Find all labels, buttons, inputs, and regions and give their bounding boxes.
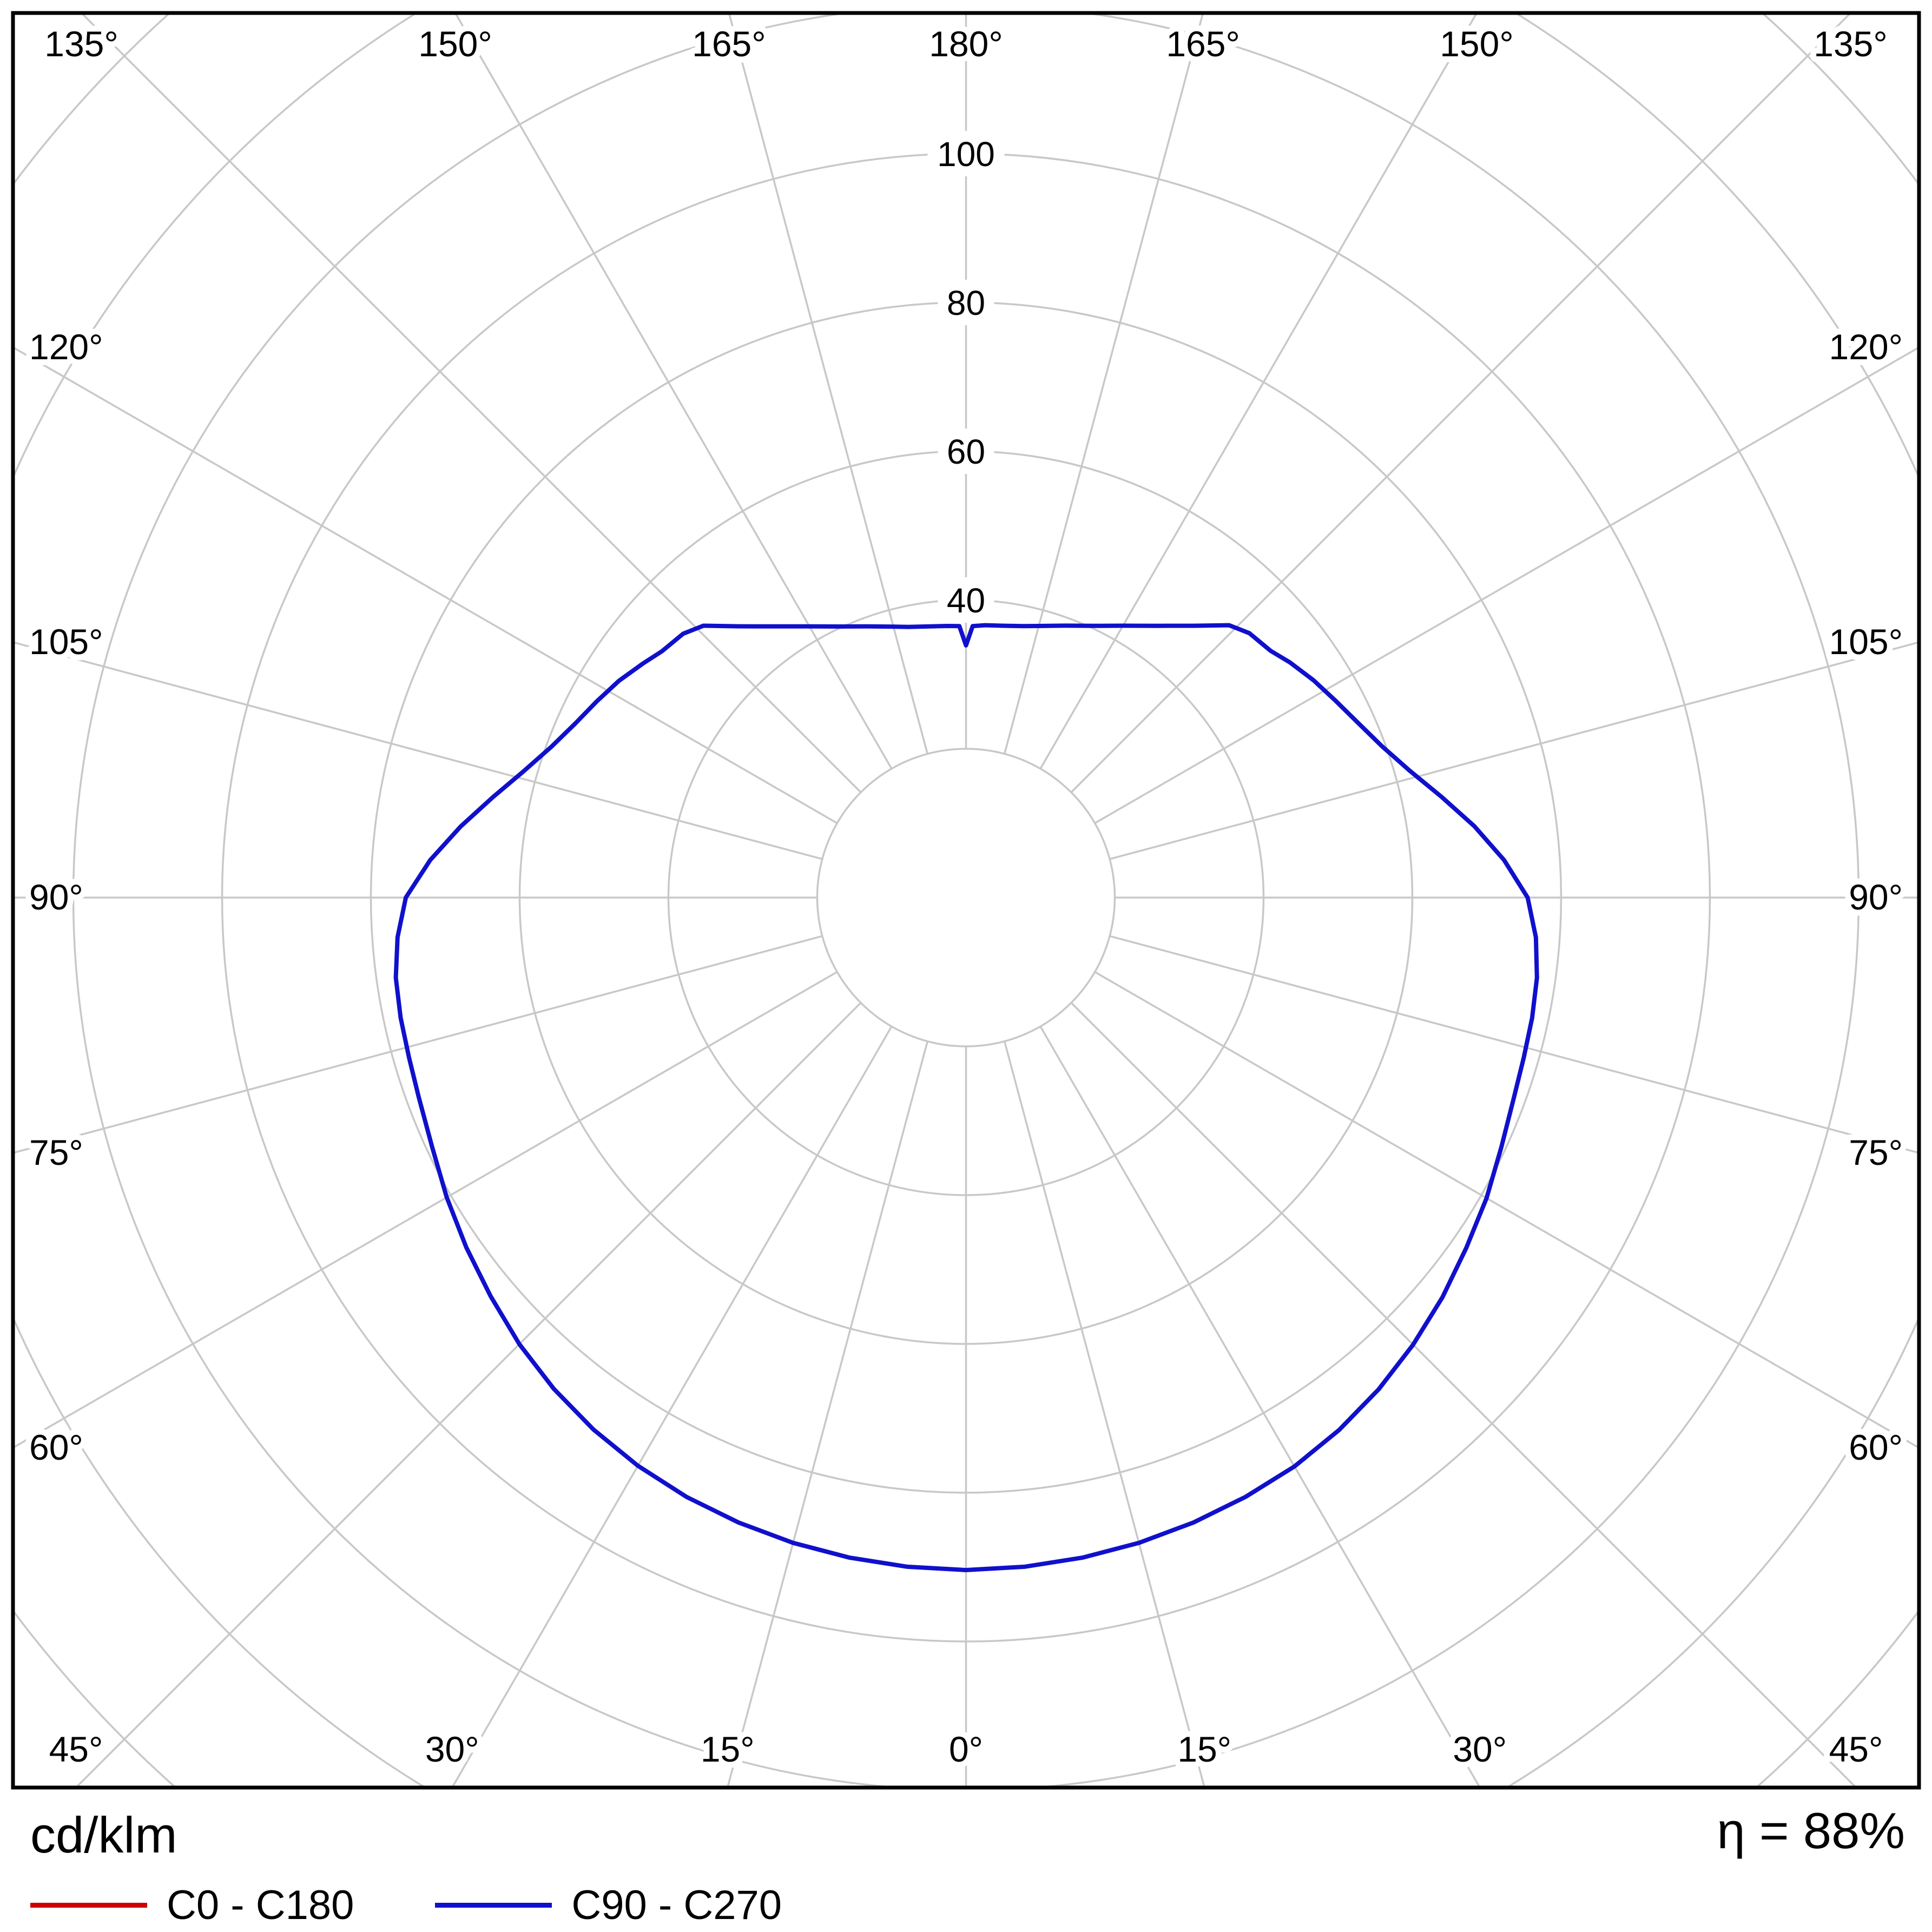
svg-text:150°: 150° bbox=[1440, 24, 1514, 64]
svg-text:60: 60 bbox=[947, 432, 985, 471]
efficiency-value: η = 88% bbox=[1717, 1802, 1905, 1859]
svg-text:120°: 120° bbox=[1829, 327, 1903, 367]
svg-text:120°: 120° bbox=[29, 327, 103, 367]
svg-text:45°: 45° bbox=[1829, 1729, 1883, 1769]
legend: C0 - C180 C90 - C270 bbox=[30, 1882, 782, 1929]
svg-text:60°: 60° bbox=[1849, 1427, 1903, 1467]
units-label: cd/klm bbox=[30, 1806, 177, 1863]
svg-text:15°: 15° bbox=[701, 1729, 755, 1769]
legend-swatch-c90-c270 bbox=[435, 1903, 552, 1908]
svg-text:60°: 60° bbox=[29, 1427, 83, 1467]
svg-text:180°: 180° bbox=[929, 24, 1003, 64]
legend-swatch-c0-c180 bbox=[30, 1903, 147, 1908]
svg-text:105°: 105° bbox=[1829, 622, 1903, 662]
svg-text:135°: 135° bbox=[44, 24, 118, 64]
svg-text:45°: 45° bbox=[49, 1729, 103, 1769]
svg-text:150°: 150° bbox=[418, 24, 492, 64]
svg-text:80: 80 bbox=[947, 283, 985, 322]
svg-text:100: 100 bbox=[937, 135, 995, 174]
svg-text:40: 40 bbox=[947, 581, 985, 620]
svg-text:75°: 75° bbox=[1849, 1132, 1903, 1172]
svg-text:15°: 15° bbox=[1177, 1729, 1231, 1769]
svg-text:165°: 165° bbox=[692, 24, 766, 64]
svg-text:90°: 90° bbox=[29, 877, 83, 917]
svg-text:90°: 90° bbox=[1849, 877, 1903, 917]
legend-label-c90-c270: C90 - C270 bbox=[571, 1882, 782, 1928]
legend-label-c0-c180: C0 - C180 bbox=[167, 1882, 354, 1928]
svg-text:0°: 0° bbox=[949, 1729, 983, 1769]
svg-text:75°: 75° bbox=[29, 1132, 83, 1172]
svg-text:135°: 135° bbox=[1814, 24, 1888, 64]
svg-text:165°: 165° bbox=[1166, 24, 1240, 64]
svg-text:30°: 30° bbox=[1453, 1729, 1507, 1769]
svg-text:105°: 105° bbox=[29, 622, 103, 662]
svg-text:30°: 30° bbox=[425, 1729, 479, 1769]
